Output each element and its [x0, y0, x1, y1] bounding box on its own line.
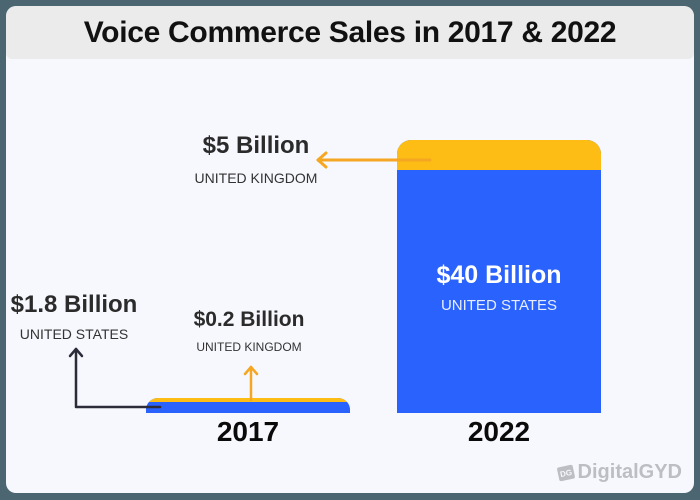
uk-2017-value: $0.2 Billion — [193, 308, 305, 331]
bar-2017 — [146, 398, 350, 413]
chart-card: Voice Commerce Sales in 2017 & 2022 $5 B… — [6, 6, 694, 493]
bar-2022-uk-segment — [397, 140, 601, 170]
uk-2022-value: $5 Billion — [202, 132, 310, 159]
bar-2017-us-segment — [146, 402, 350, 413]
bar-2022-us-segment — [397, 170, 601, 413]
watermark-text: DigitalGYD — [577, 461, 682, 483]
year-label-2022: 2022 — [467, 416, 531, 447]
us-2022-value: $40 Billion — [436, 261, 562, 289]
chart-title: Voice Commerce Sales in 2017 & 2022 — [83, 15, 617, 49]
us-2017-value: $1.8 Billion — [10, 291, 138, 318]
digitalgyd-logo-icon: DG — [556, 463, 575, 482]
uk-2022-arrow-icon — [316, 151, 432, 169]
bar-2022 — [397, 140, 601, 413]
uk-2017-arrow-icon — [243, 365, 259, 402]
us-2017-arrow-icon — [68, 347, 162, 409]
title-bar: Voice Commerce Sales in 2017 & 2022 — [6, 6, 694, 59]
year-label-2017: 2017 — [216, 416, 280, 447]
uk-2022-country: UNITED KINGDOM — [194, 170, 318, 186]
watermark: DG DigitalGYD — [556, 461, 682, 484]
uk-2017-country: UNITED KINGDOM — [196, 340, 302, 354]
us-2017-country: UNITED STATES — [19, 326, 129, 342]
bar-2017-uk-segment — [146, 398, 350, 402]
us-2022-country: UNITED STATES — [440, 297, 558, 314]
annotation-arrows — [68, 151, 432, 409]
